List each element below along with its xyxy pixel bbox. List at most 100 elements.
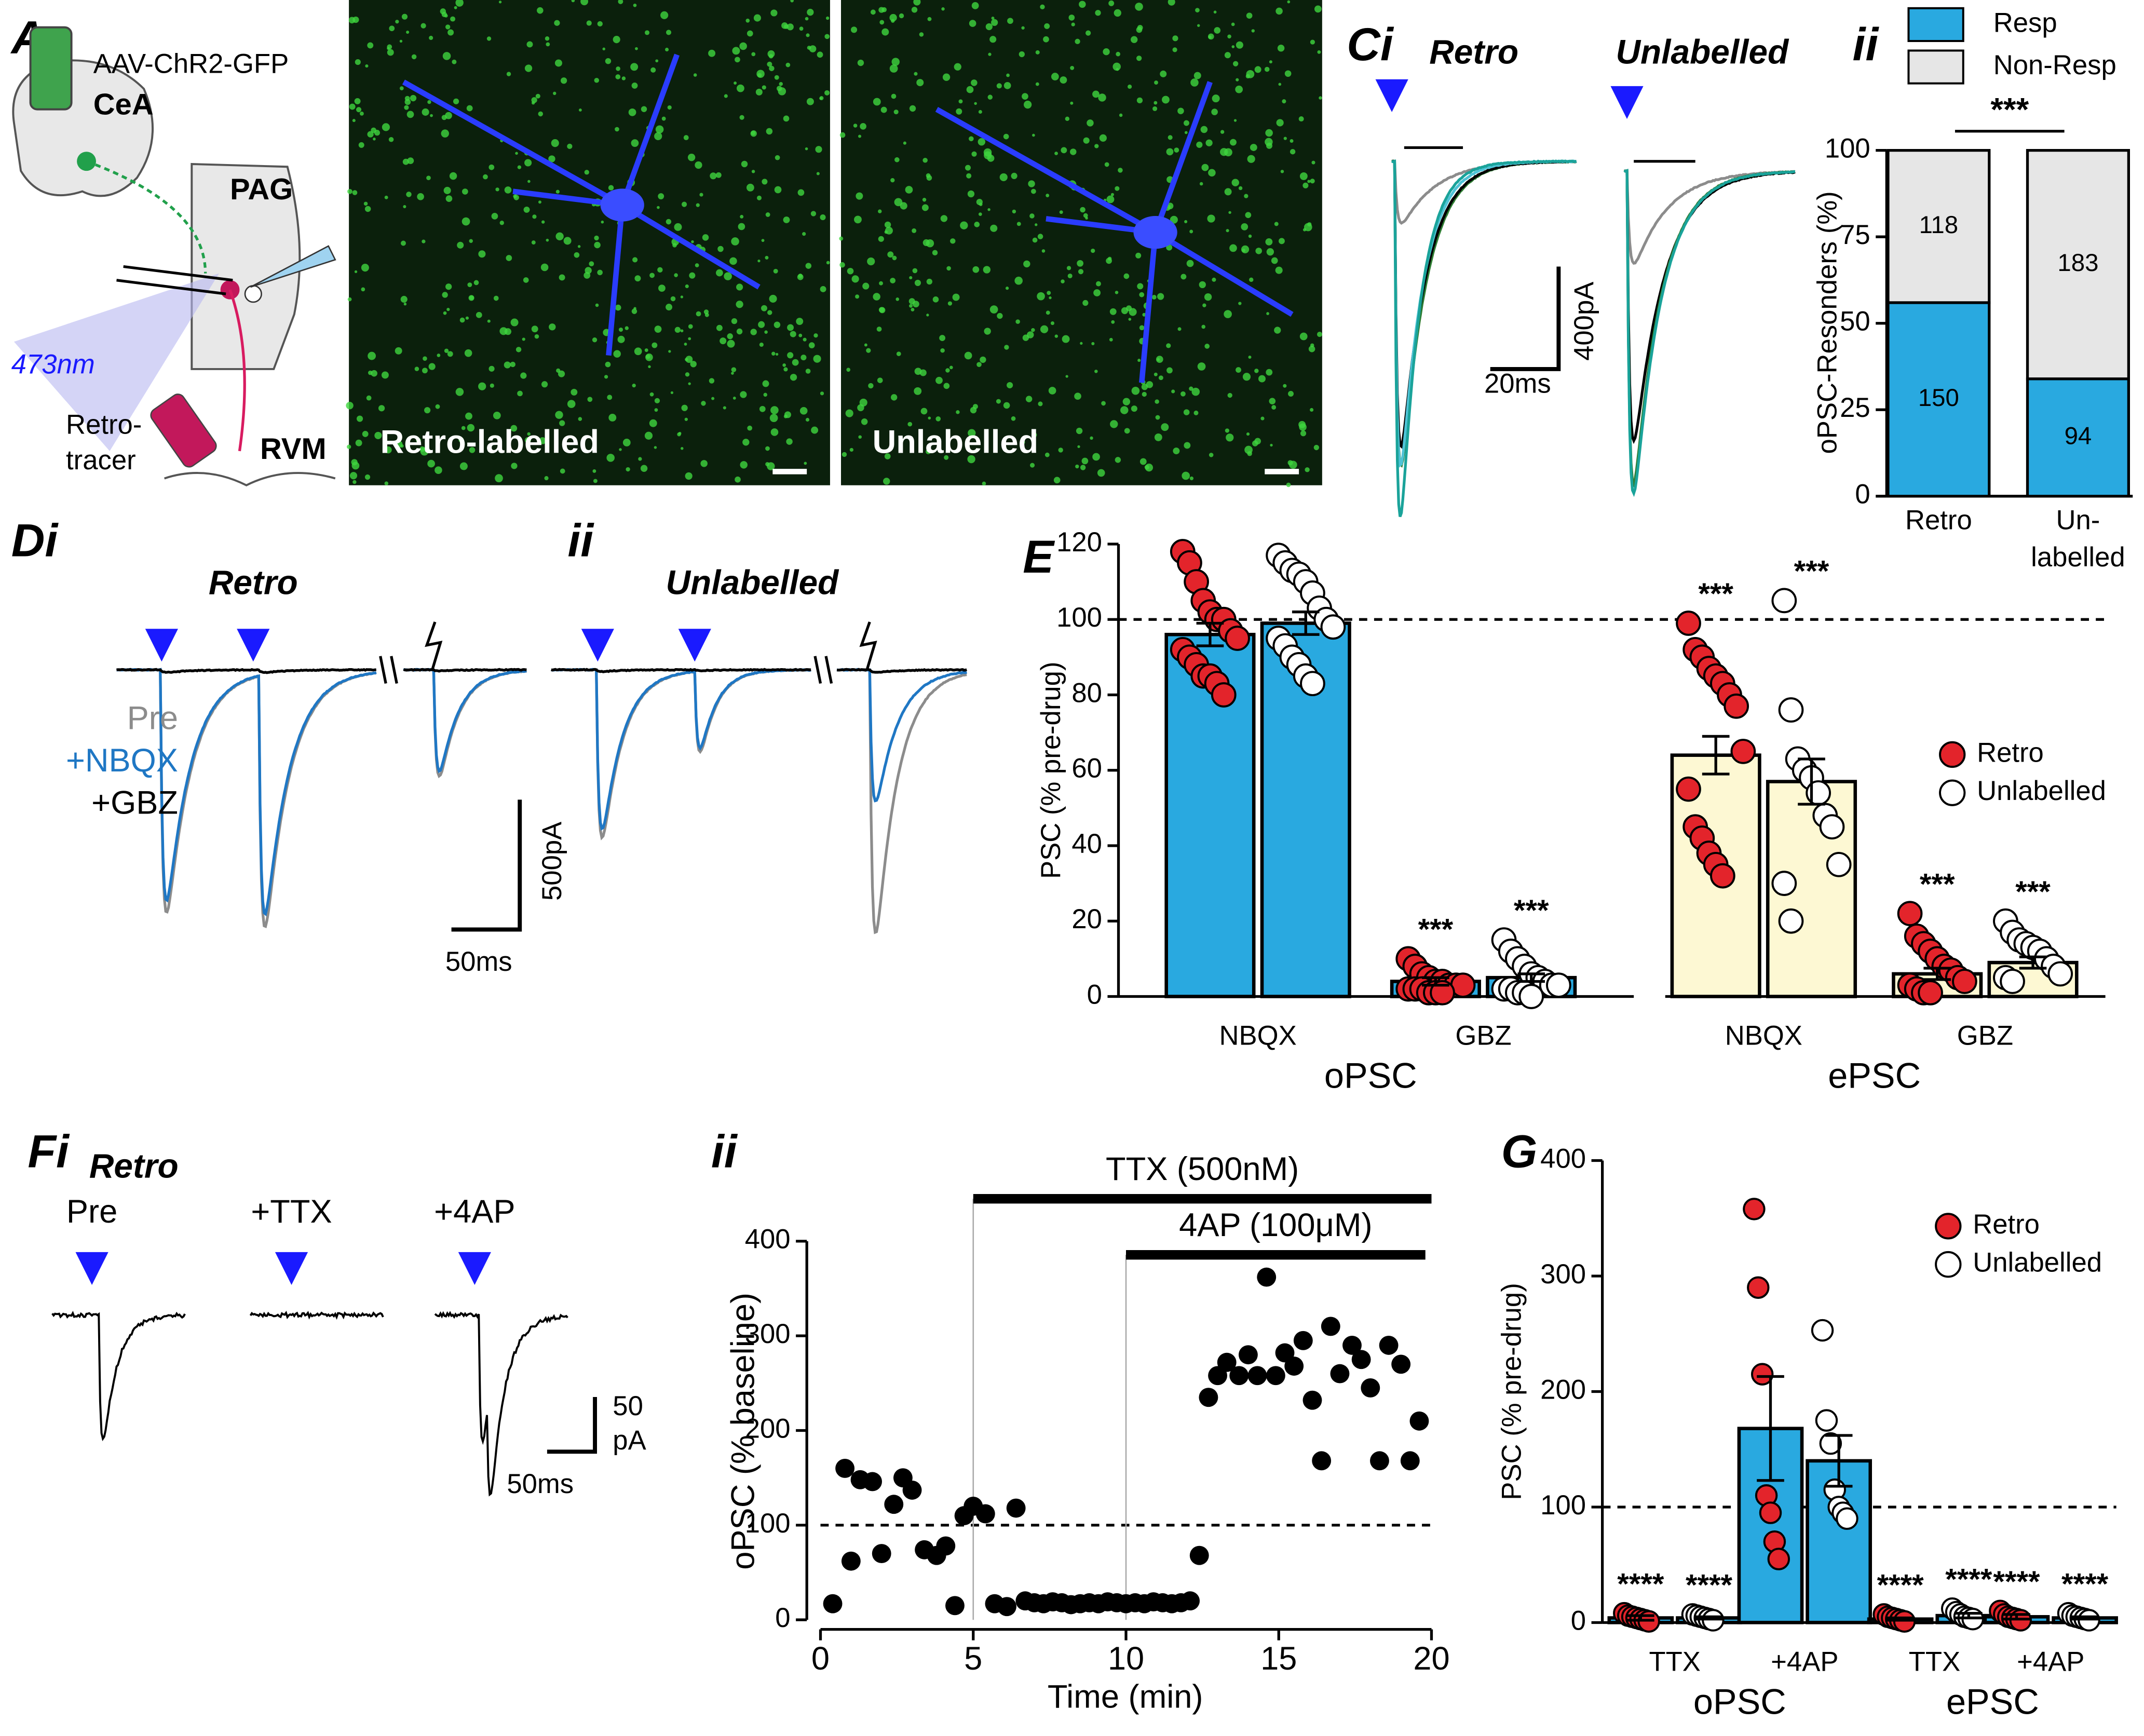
axon-puncta	[522, 337, 525, 341]
axon-puncta	[732, 47, 740, 55]
axon-puncta	[654, 446, 657, 449]
axon-puncta	[644, 348, 648, 352]
axon-puncta	[1275, 7, 1283, 15]
axon-puncta	[1174, 147, 1179, 153]
schematic-label: CeA	[93, 88, 154, 121]
axon-puncta	[498, 1, 502, 4]
axon-puncta	[1227, 392, 1232, 398]
axon-puncta	[996, 83, 1002, 89]
axon-puncta	[1207, 214, 1215, 223]
trace	[1624, 169, 1796, 444]
axon-puncta	[909, 304, 913, 308]
axon-puncta	[1271, 257, 1278, 264]
axon-puncta	[578, 417, 582, 421]
axon-puncta	[445, 24, 451, 30]
data-point	[1771, 871, 1797, 896]
axon-puncta	[584, 272, 591, 279]
axon-puncta	[606, 454, 615, 462]
axon-puncta	[473, 280, 479, 286]
axon-puncta	[946, 266, 951, 271]
axon-puncta	[759, 342, 764, 347]
axon-puncta	[358, 142, 364, 148]
axon-puncta	[857, 59, 864, 66]
axon-puncta	[740, 461, 748, 469]
soma	[600, 188, 644, 222]
axon-puncta	[879, 307, 886, 314]
axon-puncta	[868, 383, 874, 389]
axon-puncta	[666, 219, 672, 225]
axon-puncta	[767, 310, 772, 315]
data-point	[1351, 1350, 1371, 1369]
axon-puncta	[1115, 457, 1121, 463]
axon-puncta	[1162, 96, 1170, 104]
axon-puncta	[1065, 375, 1068, 378]
axon-puncta	[974, 222, 980, 227]
axon-puncta	[618, 328, 623, 332]
axon-puncta	[625, 326, 629, 330]
axon-puncta	[1046, 194, 1050, 197]
axon-puncta	[488, 365, 495, 372]
axon-puncta	[1226, 229, 1229, 233]
data-point	[1815, 1409, 1838, 1432]
axon-puncta	[618, 0, 623, 4]
axon-puncta	[355, 59, 361, 65]
axon-puncta	[447, 351, 453, 357]
significance: ***	[1418, 913, 1454, 946]
stim-icon	[859, 621, 877, 670]
axon-puncta	[428, 363, 436, 370]
axon-puncta	[741, 160, 748, 168]
axon-puncta	[605, 361, 611, 368]
axon-puncta	[1136, 97, 1143, 103]
axon-puncta	[878, 236, 884, 242]
axon-puncta	[942, 73, 951, 81]
axon-puncta	[467, 282, 472, 288]
axon-puncta	[444, 13, 448, 18]
axon-puncta	[916, 79, 924, 87]
axon-puncta	[1298, 421, 1306, 428]
axon-puncta	[1224, 310, 1232, 318]
axon-puncta	[1286, 482, 1291, 487]
schematic-label: Retro-	[66, 409, 142, 440]
axon-puncta	[716, 324, 723, 331]
axon-puncta	[978, 110, 982, 114]
axon-puncta	[804, 462, 807, 465]
axon-puncta	[674, 223, 682, 231]
axon-puncta	[912, 268, 918, 274]
axon-puncta	[905, 186, 913, 194]
significance: ****	[2061, 1567, 2109, 1601]
axon-puncta	[747, 30, 753, 37]
axon-puncta	[374, 431, 382, 439]
axon-puncta	[1173, 447, 1180, 455]
axon-puncta	[681, 447, 684, 450]
axon-puncta	[644, 30, 650, 35]
axon-puncta	[1231, 179, 1239, 186]
axon-puncta	[455, 388, 464, 396]
panel-label: Fi	[28, 1125, 70, 1177]
axon-puncta	[685, 356, 693, 363]
legend-label: Retro	[1973, 1209, 2040, 1240]
virus-vial	[29, 26, 73, 111]
axon-puncta	[765, 212, 770, 217]
group-label: oPSC	[1324, 1056, 1417, 1096]
axon-puncta	[1166, 148, 1174, 156]
axon-puncta	[787, 352, 794, 359]
axon-puncta	[1007, 382, 1013, 389]
axon-puncta	[510, 425, 518, 432]
axon-puncta	[1226, 433, 1234, 442]
axon-puncta	[884, 221, 891, 228]
axon-puncta	[727, 333, 733, 340]
y-tick-label: 120	[1056, 527, 1102, 558]
axon-puncta	[577, 245, 581, 248]
axon-puncta	[1097, 469, 1105, 477]
axon-puncta	[806, 98, 814, 105]
y-tick-label: 400	[1540, 1143, 1586, 1174]
axon-puncta	[1247, 155, 1255, 163]
axon-puncta	[1254, 369, 1259, 373]
data-point	[1361, 1378, 1380, 1398]
data-point	[1330, 1364, 1350, 1384]
axon-puncta	[1166, 367, 1173, 374]
axon-puncta	[513, 194, 517, 198]
axon-puncta	[490, 383, 494, 388]
axon-puncta	[1029, 213, 1035, 219]
trace	[403, 668, 527, 779]
